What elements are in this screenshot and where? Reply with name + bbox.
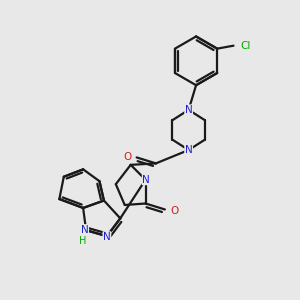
Text: N: N	[185, 105, 193, 115]
Text: Cl: Cl	[240, 41, 250, 51]
Text: N: N	[81, 225, 88, 235]
Text: N: N	[185, 145, 193, 155]
Text: H: H	[79, 236, 86, 246]
Text: O: O	[123, 152, 131, 162]
Text: N: N	[142, 175, 150, 185]
Text: O: O	[170, 206, 178, 216]
Text: N: N	[103, 232, 111, 242]
